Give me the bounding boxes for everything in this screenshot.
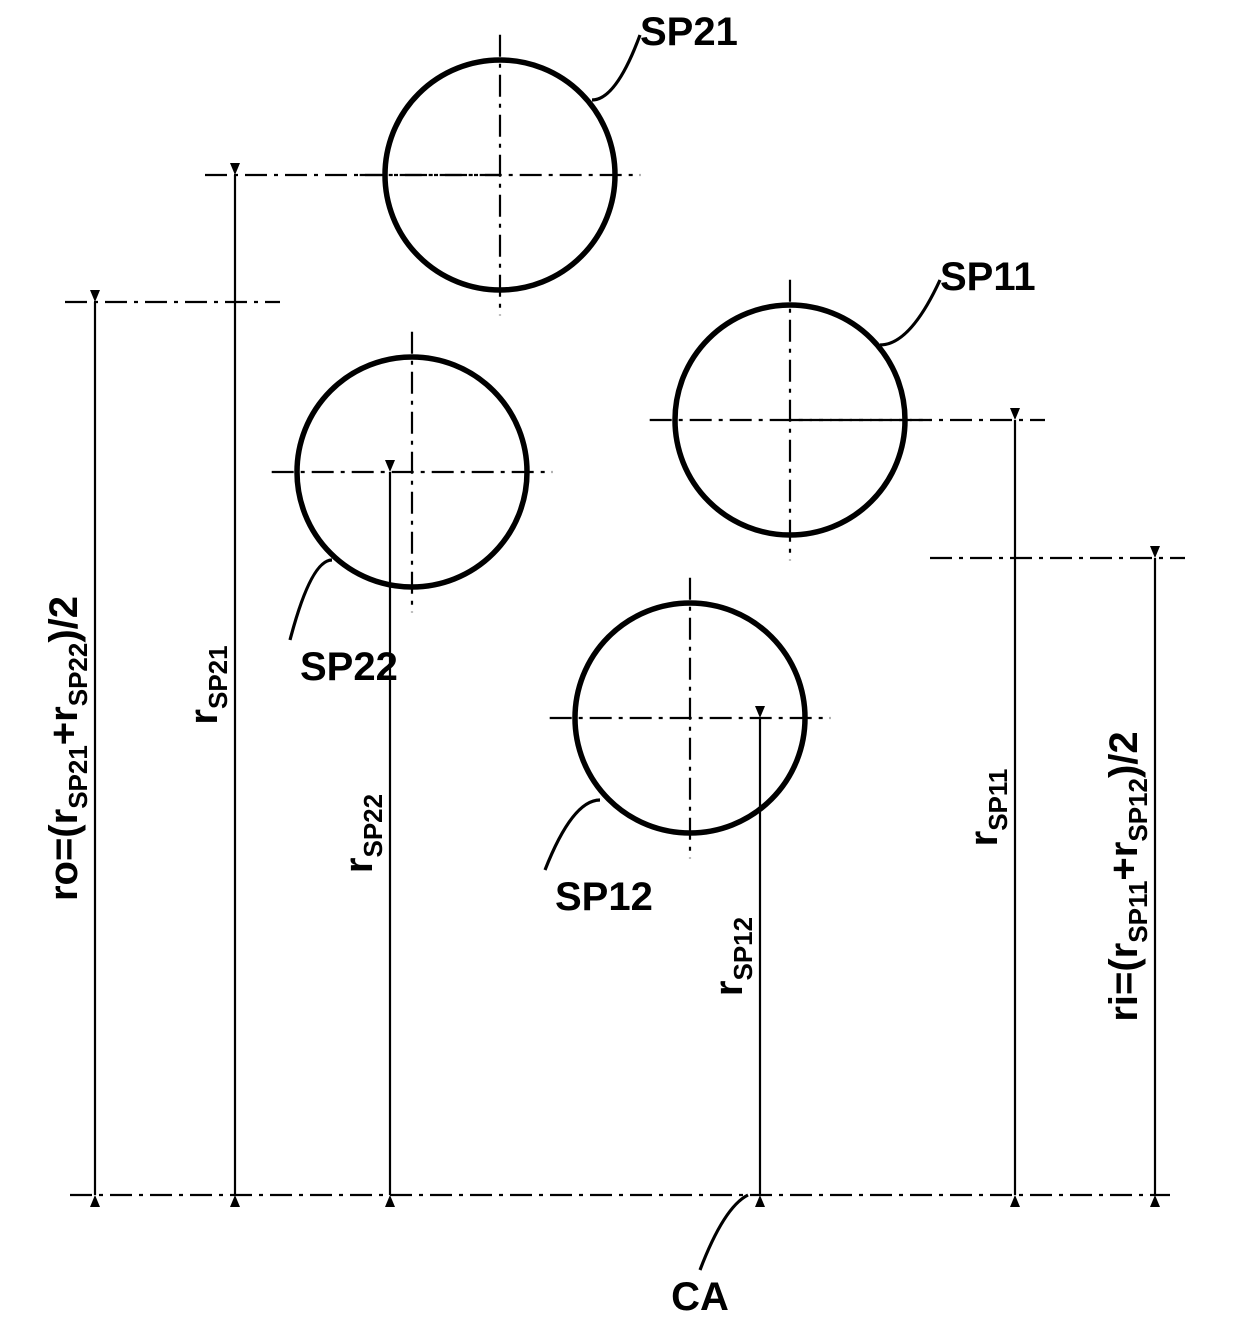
label-ri: ri=(rSP11+rSP12)/2 <box>1102 731 1153 1021</box>
leader-ca <box>700 1195 748 1270</box>
label-rsp22: rSP22 <box>337 794 388 873</box>
svg-text:rSP11: rSP11 <box>962 769 1013 847</box>
label-sp21: SP21 <box>640 10 738 54</box>
leader-sp22 <box>290 560 332 640</box>
svg-text:rSP12: rSP12 <box>707 917 758 996</box>
leader-sp11 <box>880 280 940 345</box>
svg-text:ri=(rSP11+rSP12)/2: ri=(rSP11+rSP12)/2 <box>1102 731 1153 1021</box>
label-sp12: SP12 <box>555 875 653 919</box>
label-rsp12: rSP12 <box>707 917 758 996</box>
label-ro: ro=(rSP21+rSP22)/2 <box>42 596 93 901</box>
label-sp22: SP22 <box>300 645 398 689</box>
label-rsp11: rSP11 <box>962 769 1013 847</box>
svg-text:rSP21: rSP21 <box>182 645 233 724</box>
leader-sp21 <box>592 35 640 100</box>
label-sp11: SP11 <box>940 255 1036 299</box>
svg-text:rSP22: rSP22 <box>337 794 388 873</box>
label-ca: CA <box>671 1275 729 1319</box>
svg-text:ro=(rSP21+rSP22)/2: ro=(rSP21+rSP22)/2 <box>42 596 93 901</box>
label-rsp21: rSP21 <box>182 645 233 724</box>
leader-sp12 <box>545 800 600 870</box>
